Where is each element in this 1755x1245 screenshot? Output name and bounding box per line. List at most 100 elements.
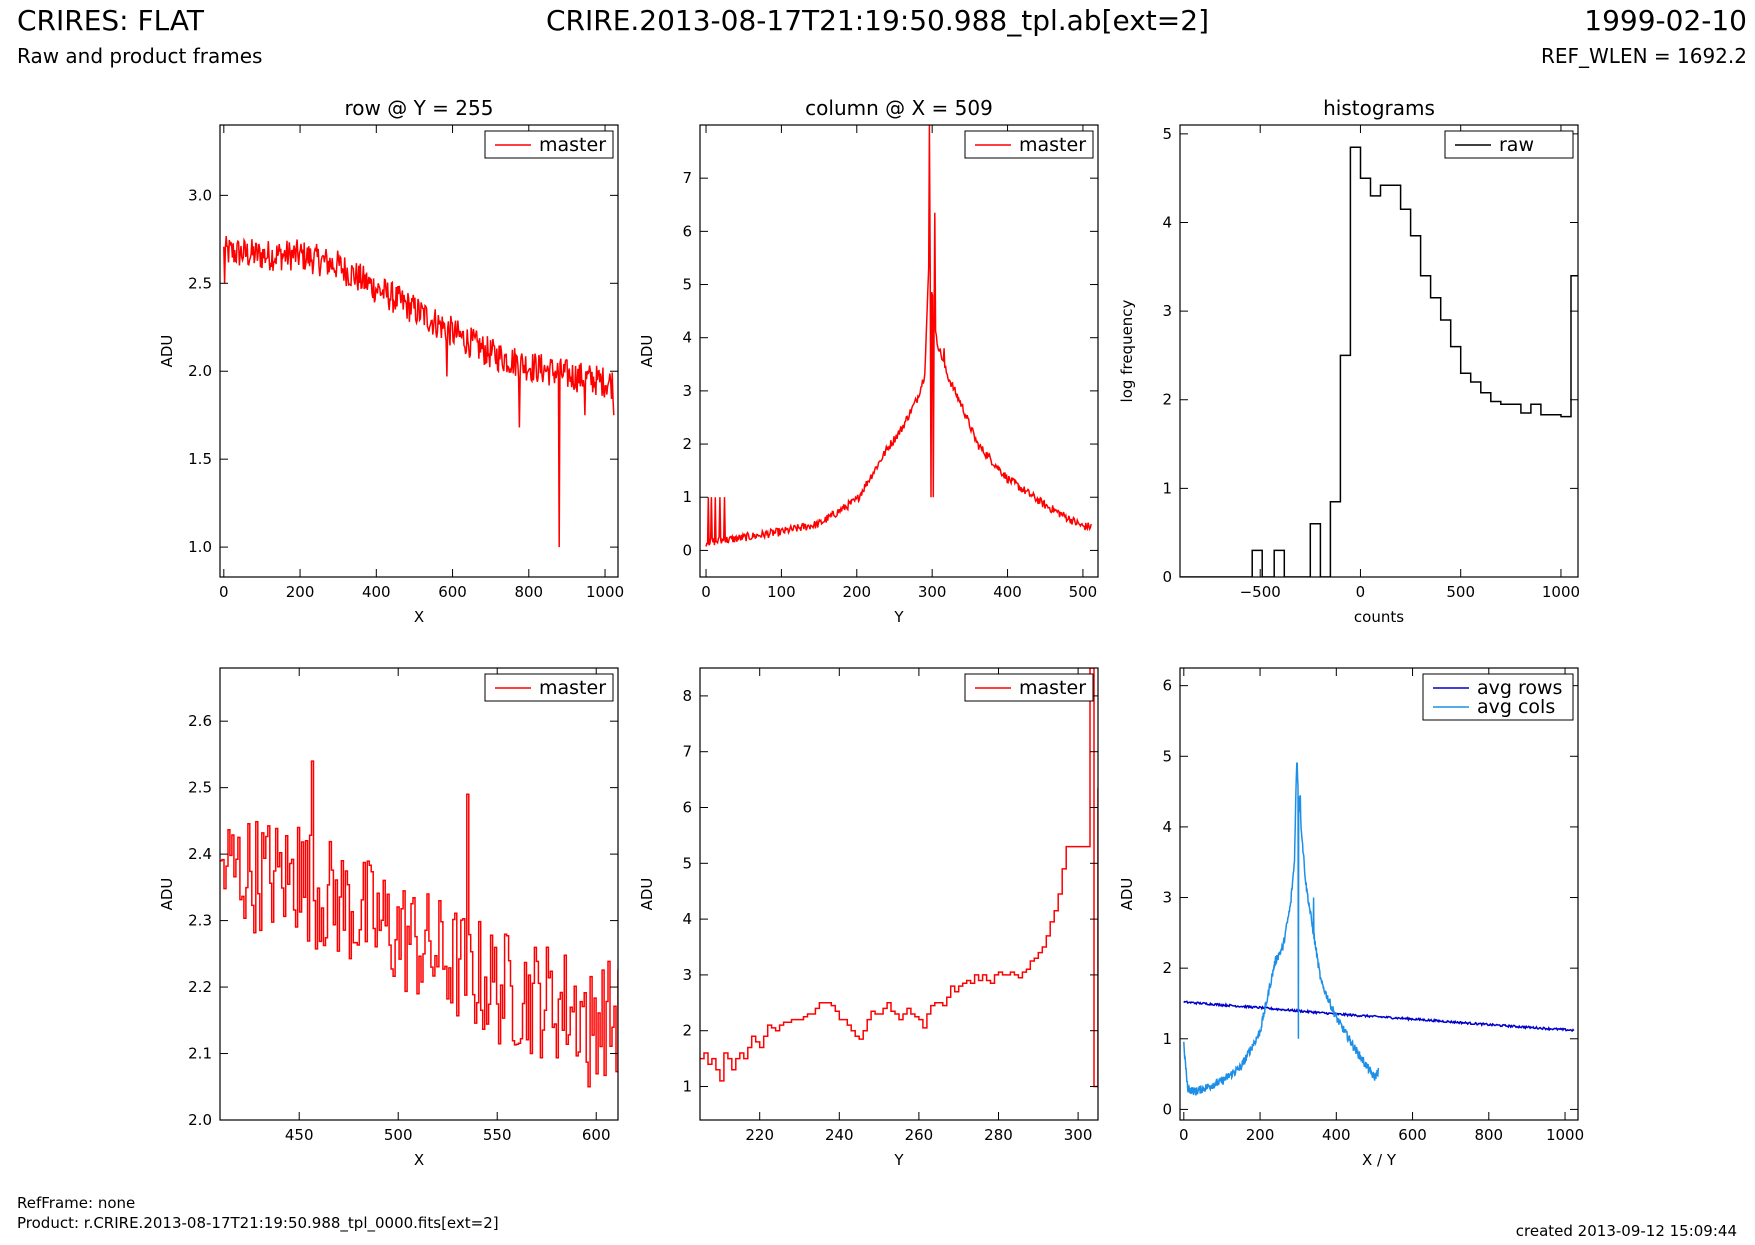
y-axis-label: ADU bbox=[158, 878, 176, 911]
chart-row: 0 200 400 600 800 1000 1.0 1.5 2.0 2.5 3.0 X ADU row … bbox=[158, 96, 624, 626]
x-tick-label: 240 bbox=[825, 1126, 854, 1144]
x-tick-label: 220 bbox=[745, 1126, 774, 1144]
series-avg-cols bbox=[1183, 762, 1380, 1096]
x-axis-label: counts bbox=[1354, 608, 1404, 626]
x-tick-label: 500 bbox=[1446, 583, 1475, 601]
x-tick-label: 800 bbox=[1474, 1126, 1503, 1144]
x-tick-label: 200 bbox=[286, 583, 315, 601]
y-tick-label: 3 bbox=[682, 382, 692, 400]
legend: master bbox=[484, 673, 614, 702]
y-tick-label: 3 bbox=[1162, 302, 1172, 320]
y-axis-label: ADU bbox=[638, 878, 656, 911]
x-tick-label: 260 bbox=[905, 1126, 934, 1144]
x-tick-label: 500 bbox=[1069, 583, 1098, 601]
y-tick-label: 2 bbox=[682, 435, 692, 453]
y-tick-label: 3.0 bbox=[188, 186, 212, 204]
y-axis-label: log frequency bbox=[1118, 299, 1136, 402]
series-master bbox=[223, 236, 615, 548]
x-tick-label: 280 bbox=[984, 1126, 1013, 1144]
y-tick-label: 6 bbox=[1162, 677, 1172, 695]
chart-histograms: −500 0 500 1000 0 1 2 3 4 5 counts log frequency his… bbox=[1118, 96, 1580, 626]
y-tick-label: 8 bbox=[682, 687, 692, 705]
x-axis-label: X bbox=[414, 1151, 424, 1169]
legend-label: master bbox=[1019, 677, 1086, 699]
y-tick-label: 0 bbox=[1162, 1100, 1172, 1118]
x-tick-label: 0 bbox=[1179, 1126, 1189, 1144]
plot-frame bbox=[699, 667, 1099, 1121]
y-tick-label: 2.2 bbox=[188, 978, 212, 996]
x-tick-label: 400 bbox=[362, 583, 391, 601]
legend-label: master bbox=[539, 677, 606, 699]
plot-frame bbox=[699, 124, 1099, 578]
legend-label: avg rows bbox=[1477, 677, 1562, 699]
legend-label: raw bbox=[1499, 134, 1534, 156]
x-tick-label: 200 bbox=[842, 583, 871, 601]
series-avg-rows bbox=[1183, 1000, 1575, 1033]
y-tick-label: 4 bbox=[1162, 818, 1172, 836]
x-tick-label: 0 bbox=[1356, 583, 1366, 601]
y-tick-label: 7 bbox=[682, 743, 692, 761]
y-tick-label: 2 bbox=[1162, 391, 1172, 409]
y-tick-label: 5 bbox=[1162, 747, 1172, 765]
y-tick-label: 6 bbox=[682, 799, 692, 817]
subtitle-right: REF_WLEN = 1692.2 bbox=[1540, 44, 1747, 68]
y-axis-label: ADU bbox=[638, 335, 656, 368]
y-tick-label: 1 bbox=[682, 1078, 692, 1096]
legend-label: master bbox=[1019, 134, 1086, 156]
y-tick-label: 5 bbox=[682, 276, 692, 294]
y-axis-label: ADU bbox=[1118, 878, 1136, 911]
x-tick-label: 0 bbox=[701, 583, 711, 601]
chart-column-zoom: 220 240 260 280 300 1 2 3 4 5 6 7 8 Y ADU master bbox=[638, 667, 1099, 1169]
plot-frame bbox=[219, 124, 619, 578]
y-tick-label: 0 bbox=[1162, 568, 1172, 586]
title-center: CRIRE.2013-08-17T21:19:50.988_tpl.ab[ext… bbox=[545, 4, 1209, 37]
series-master bbox=[220, 760, 618, 1088]
plot-frame bbox=[1179, 667, 1579, 1121]
x-tick-label: 0 bbox=[219, 583, 229, 601]
y-tick-label: 2.4 bbox=[188, 845, 212, 863]
y-axis-label: ADU bbox=[158, 335, 176, 368]
y-tick-label: 7 bbox=[682, 169, 692, 187]
x-tick-label: 400 bbox=[1322, 1126, 1351, 1144]
legend: master bbox=[964, 673, 1094, 702]
y-tick-label: 5 bbox=[1162, 125, 1172, 143]
y-tick-label: 3 bbox=[682, 966, 692, 984]
y-tick-label: 2.5 bbox=[188, 779, 212, 797]
x-tick-label: 1000 bbox=[1546, 1126, 1584, 1144]
y-tick-label: 1 bbox=[1162, 479, 1172, 497]
x-tick-label: 1000 bbox=[1542, 583, 1580, 601]
x-axis-label: X bbox=[414, 608, 424, 626]
x-axis-label: Y bbox=[893, 608, 904, 626]
legend-label: master bbox=[539, 134, 606, 156]
y-tick-label: 4 bbox=[682, 910, 692, 928]
legend: raw bbox=[1444, 130, 1574, 159]
y-tick-label: 4 bbox=[1162, 213, 1172, 231]
x-tick-label: 800 bbox=[514, 583, 543, 601]
title-right: 1999-02-10 bbox=[1584, 4, 1747, 37]
x-tick-label: 400 bbox=[993, 583, 1022, 601]
x-tick-label: 1000 bbox=[586, 583, 624, 601]
legend-label: avg cols bbox=[1477, 696, 1555, 718]
x-tick-label: 500 bbox=[384, 1126, 413, 1144]
y-tick-label: 6 bbox=[682, 222, 692, 240]
series-master bbox=[705, 125, 1092, 547]
x-tick-label: 550 bbox=[483, 1126, 512, 1144]
y-tick-label: 2.3 bbox=[188, 912, 212, 930]
x-tick-label: 300 bbox=[1064, 1126, 1093, 1144]
y-tick-label: 1.5 bbox=[188, 450, 212, 468]
chart-title: row @ Y = 255 bbox=[345, 96, 494, 120]
y-tick-label: 4 bbox=[682, 329, 692, 347]
footer-refframe: RefFrame: none bbox=[17, 1194, 136, 1212]
x-axis-label: X / Y bbox=[1362, 1151, 1397, 1169]
y-tick-label: 2.6 bbox=[188, 712, 212, 730]
legend: master bbox=[964, 130, 1094, 159]
chart-averages: 0 200 400 600 800 1000 0 1 2 3 4 5 6 X / Y ADU avg rows… bbox=[1118, 667, 1584, 1169]
chart-title: column @ X = 509 bbox=[805, 96, 993, 120]
y-tick-label: 2.1 bbox=[188, 1045, 212, 1063]
series-master bbox=[700, 668, 1098, 1088]
x-tick-label: 100 bbox=[767, 583, 796, 601]
x-tick-label: 600 bbox=[1398, 1126, 1427, 1144]
y-tick-label: 2.5 bbox=[188, 274, 212, 292]
x-tick-label: 600 bbox=[438, 583, 467, 601]
